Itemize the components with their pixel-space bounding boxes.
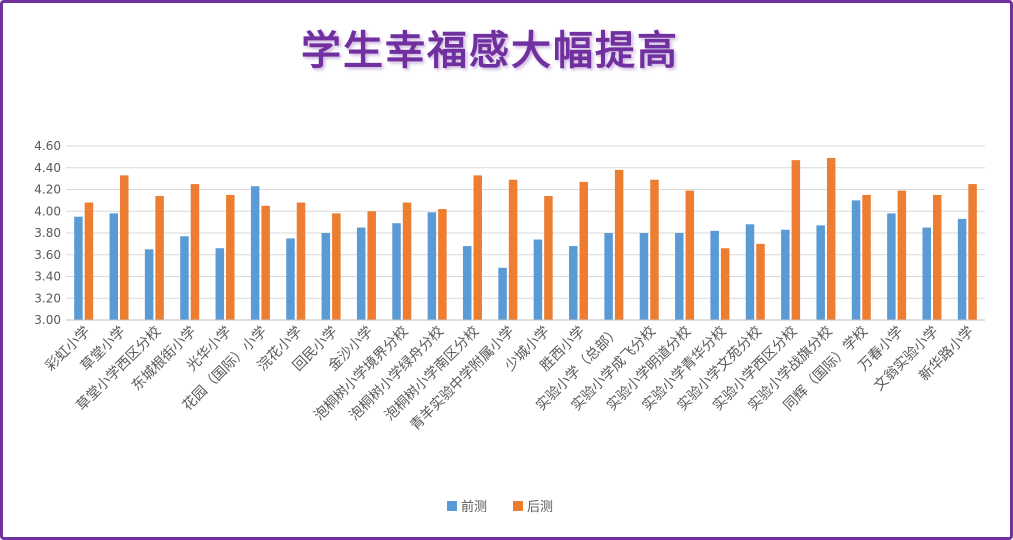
bar-pre: [533, 239, 543, 320]
bar-post: [756, 243, 765, 320]
bar-pre: [816, 225, 825, 320]
bar-pre: [745, 224, 755, 320]
bar-pre: [887, 213, 896, 320]
y-tick-label: 3.40: [34, 270, 61, 284]
bar-pre: [180, 236, 189, 320]
bar-pre: [144, 249, 154, 320]
bar-pre: [356, 227, 366, 320]
y-tick-label: 3.00: [34, 313, 61, 327]
y-tick-label: 4.00: [34, 204, 61, 218]
bar-pre: [321, 233, 331, 320]
bar-pre: [462, 246, 472, 320]
y-tick-label: 4.60: [34, 139, 61, 153]
bar-post: [508, 179, 518, 320]
bar-post: [862, 194, 871, 320]
bar-post: [826, 157, 836, 320]
bar-pre: [250, 186, 260, 320]
bar-post: [473, 175, 482, 320]
y-tick-label: 3.60: [34, 248, 61, 262]
bar-post: [544, 196, 553, 320]
bar-post: [685, 190, 695, 320]
bar-post: [120, 175, 129, 320]
legend-label: 前测: [461, 499, 487, 515]
y-tick-label: 3.80: [34, 226, 61, 240]
bar-pre: [109, 213, 119, 320]
bar-post: [791, 160, 801, 320]
legend-swatch: [513, 501, 523, 511]
bar-pre: [498, 267, 507, 320]
bar-pre: [392, 223, 401, 320]
legend-swatch: [447, 501, 457, 511]
bar-pre: [215, 248, 225, 320]
bar-pre: [639, 233, 649, 320]
bar-post: [332, 213, 341, 320]
bar-pre: [74, 216, 83, 320]
slide-title: 学生幸福感大幅提高: [301, 28, 679, 74]
bar-pre: [922, 227, 931, 320]
bar-post: [402, 202, 412, 320]
bar-post: [296, 202, 306, 320]
bar-post: [226, 194, 235, 320]
bar-pre: [957, 218, 967, 320]
bar-post: [720, 248, 730, 320]
bar-pre: [604, 233, 613, 320]
bar-pre: [286, 238, 295, 320]
bar-pre: [427, 212, 437, 320]
bar-post: [932, 194, 942, 320]
legend-label: 后测: [527, 500, 553, 515]
bar-pre: [675, 233, 684, 320]
bar-post: [261, 205, 270, 320]
bar-pre: [851, 200, 861, 320]
bar-post: [190, 184, 200, 320]
y-tick-label: 3.20: [34, 291, 61, 305]
bar-post: [367, 211, 376, 320]
bar-post: [438, 209, 447, 320]
bar-pre: [569, 246, 578, 320]
bar-post: [155, 196, 164, 320]
bar-pre: [710, 230, 719, 320]
bar-post: [897, 190, 907, 320]
bar-post: [579, 181, 589, 320]
y-tick-label: 4.20: [34, 183, 61, 197]
y-tick-label: 4.40: [34, 161, 61, 175]
bar-post: [614, 169, 624, 320]
bar-post: [84, 202, 94, 320]
bar-pre: [781, 229, 790, 320]
bar-post: [968, 184, 977, 320]
bar-post: [650, 179, 659, 320]
